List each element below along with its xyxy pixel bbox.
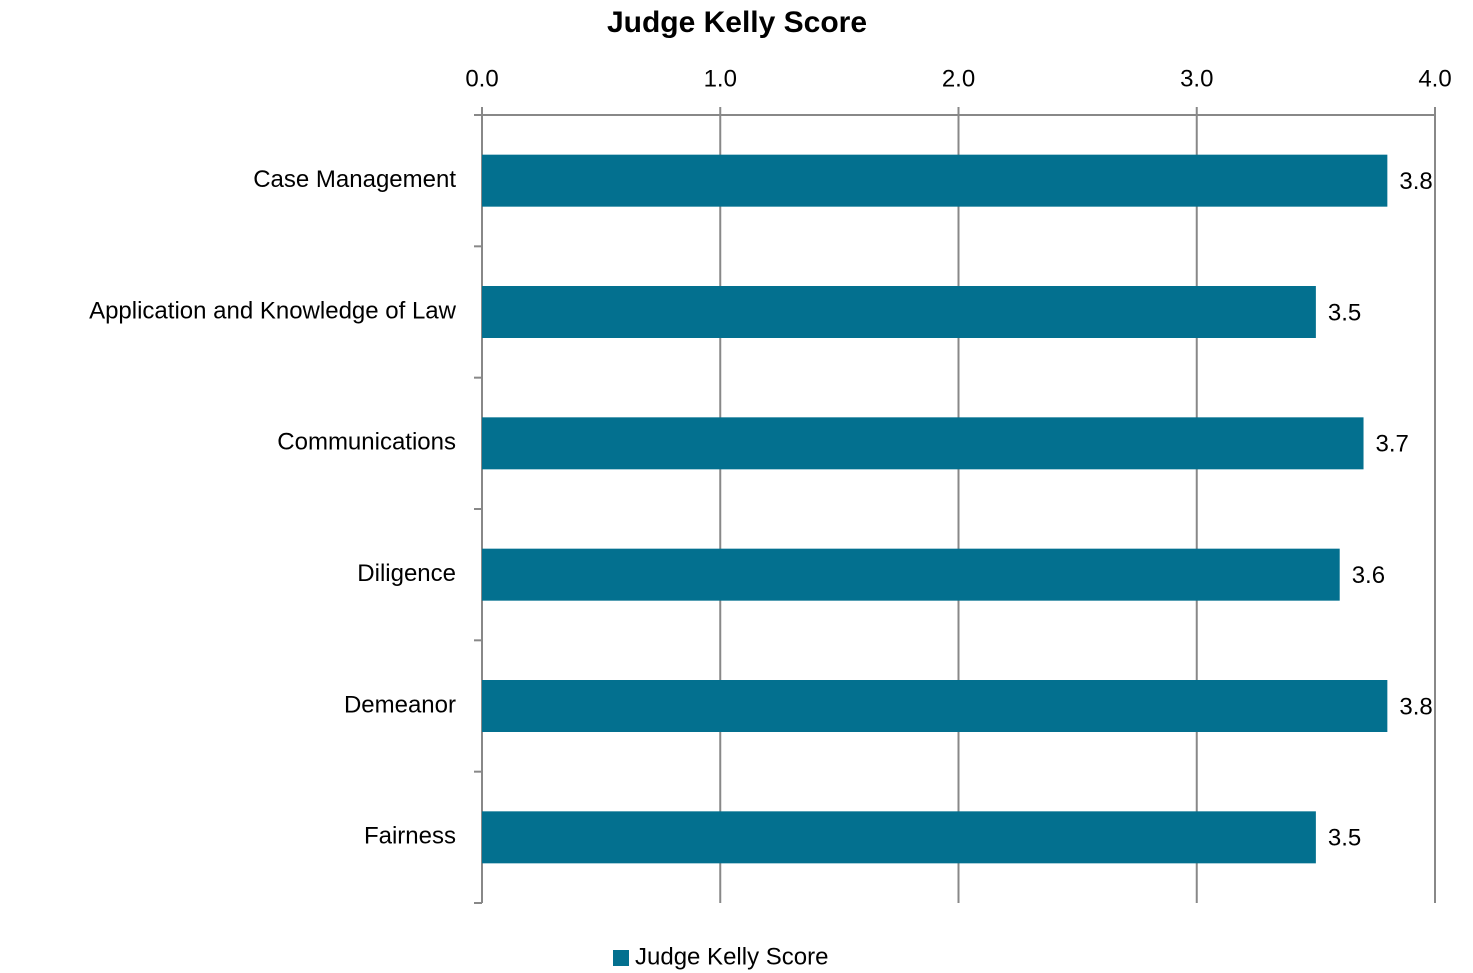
y-tick-label: Communications [277, 429, 456, 456]
bar [482, 154, 1388, 207]
bar [482, 811, 1316, 864]
data-label: 3.5 [1328, 825, 1361, 852]
y-tick-label: Case Management [253, 166, 456, 193]
legend-swatch [613, 950, 629, 966]
x-tick-label: 3.0 [1180, 65, 1213, 92]
x-tick-label: 4.0 [1418, 65, 1451, 92]
y-tick-label: Application and Knowledge of Law [89, 297, 457, 324]
bar [482, 417, 1364, 470]
y-tick-label: Diligence [357, 560, 456, 587]
chart-title: Judge Kelly Score [607, 6, 867, 39]
legend-label: Judge Kelly Score [635, 943, 828, 970]
x-tick-label: 1.0 [704, 65, 737, 92]
x-tick-label: 2.0 [942, 65, 975, 92]
y-tick-label: Demeanor [344, 691, 456, 718]
x-tick-label: 0.0 [465, 65, 498, 92]
bar [482, 680, 1388, 732]
bar [482, 286, 1316, 338]
data-label: 3.8 [1399, 693, 1432, 720]
data-label: 3.5 [1328, 299, 1361, 326]
data-label: 3.7 [1376, 431, 1409, 458]
bar [482, 548, 1340, 601]
y-tick-label: Fairness [364, 823, 456, 850]
data-label: 3.6 [1352, 562, 1385, 589]
data-label: 3.8 [1399, 168, 1432, 195]
